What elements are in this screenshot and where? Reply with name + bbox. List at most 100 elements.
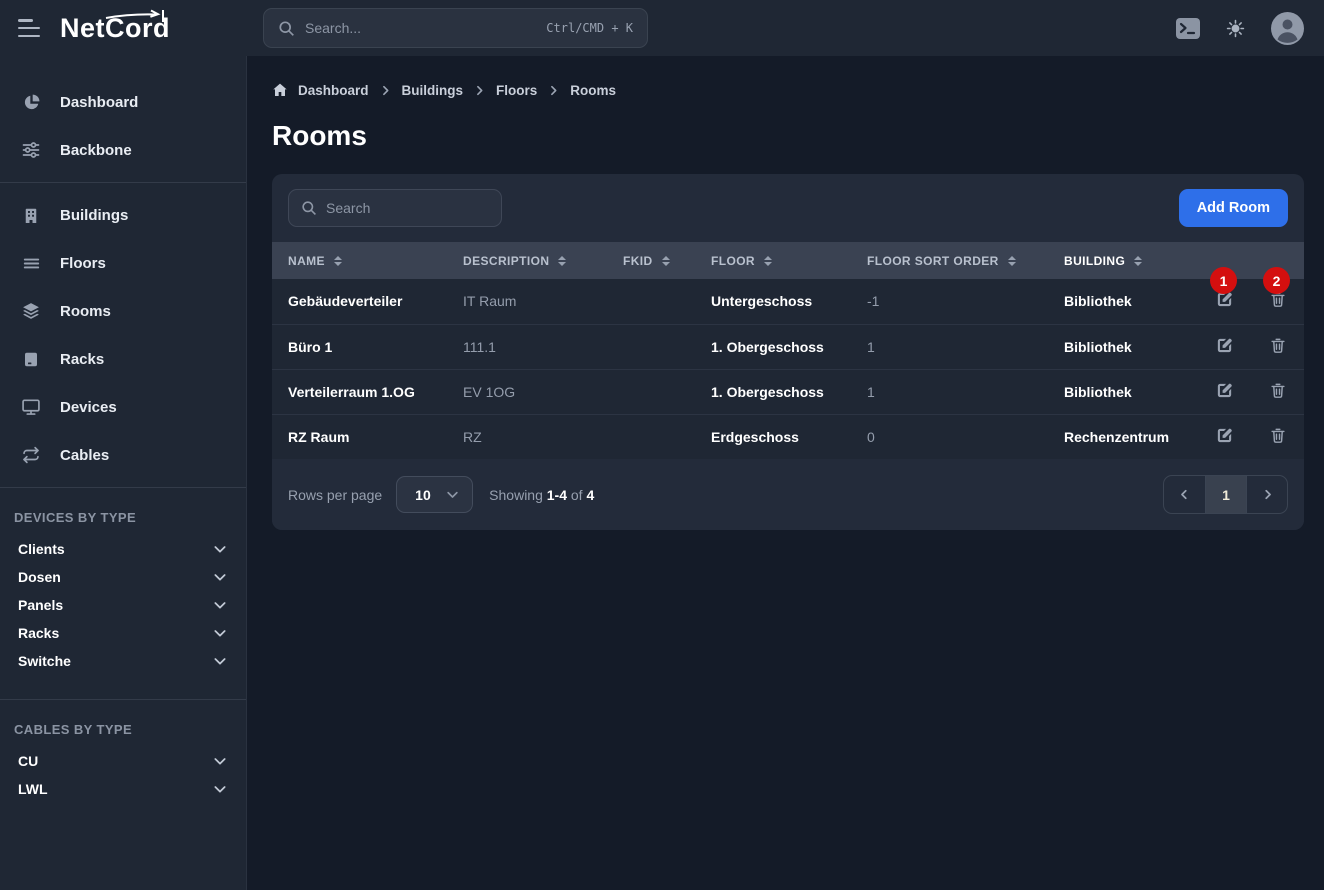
chevron-right-icon bbox=[547, 84, 560, 97]
edit-icon[interactable] bbox=[1215, 426, 1234, 445]
cell-fkid bbox=[607, 323, 695, 369]
group-label: CU bbox=[18, 753, 39, 769]
layers-icon bbox=[20, 301, 42, 321]
chevron-down-icon bbox=[212, 653, 228, 669]
cell-floor-sort-order: 1 bbox=[851, 368, 1048, 414]
edit-icon[interactable] bbox=[1215, 290, 1234, 309]
sidebar-group-racks[interactable]: Racks bbox=[0, 619, 246, 647]
sidebar-group-panels[interactable]: Panels bbox=[0, 591, 246, 619]
sidebar-item-label: Dashboard bbox=[60, 93, 139, 111]
search-shortcut-hint: Ctrl/CMD + K bbox=[546, 21, 633, 35]
rows-per-page-select[interactable]: 10 bbox=[396, 476, 474, 513]
global-search-input[interactable] bbox=[305, 20, 547, 36]
global-search[interactable]: Ctrl/CMD + K bbox=[263, 8, 648, 48]
previous-page-button[interactable] bbox=[1164, 476, 1205, 513]
rooms-card: Add Room NAME DESCRIPTION FKID FLOOR FLO… bbox=[272, 174, 1304, 530]
chevron-down-icon bbox=[445, 487, 460, 502]
column-header-floor-sort-order[interactable]: FLOOR SORT ORDER bbox=[851, 242, 1048, 279]
annotation-badge-1: 1 bbox=[1210, 267, 1237, 294]
cell-building: Bibliothek bbox=[1048, 323, 1198, 369]
exchange-arrows-icon bbox=[20, 446, 42, 464]
sidebar-group-lwl[interactable]: LWL bbox=[0, 775, 246, 803]
cell-fkid bbox=[607, 368, 695, 414]
sidebar-item-backbone[interactable]: Backbone bbox=[0, 126, 246, 174]
cell-floor-sort-order: 1 bbox=[851, 323, 1048, 369]
chevron-down-icon bbox=[212, 781, 228, 797]
table-search[interactable] bbox=[288, 189, 502, 227]
sidebar-group-dosen[interactable]: Dosen bbox=[0, 563, 246, 591]
search-icon bbox=[279, 20, 294, 36]
sidebar-item-floors[interactable]: Floors bbox=[0, 239, 246, 287]
sidebar-item-rooms[interactable]: Rooms bbox=[0, 287, 246, 335]
theme-toggle-sun-icon[interactable] bbox=[1226, 19, 1245, 38]
cell-description: RZ bbox=[447, 413, 607, 459]
column-header-fkid[interactable]: FKID bbox=[607, 242, 695, 279]
table-search-input[interactable] bbox=[326, 200, 489, 216]
chevron-down-icon bbox=[212, 597, 228, 613]
sliders-icon bbox=[20, 140, 42, 160]
terminal-icon[interactable] bbox=[1176, 17, 1200, 39]
sidebar-item-label: Cables bbox=[60, 446, 110, 464]
table-row: Gebäudeverteiler IT Raum Untergeschoss -… bbox=[272, 279, 1304, 324]
breadcrumb-rooms[interactable]: Rooms bbox=[570, 82, 617, 98]
breadcrumb-floors[interactable]: Floors bbox=[496, 82, 538, 98]
delete-icon[interactable] bbox=[1269, 381, 1287, 400]
cell-building: Bibliothek bbox=[1048, 279, 1198, 324]
sidebar-item-dashboard[interactable]: Dashboard bbox=[0, 78, 246, 126]
table-row: RZ Raum RZ Erdgeschoss 0 Rechenzentrum bbox=[272, 413, 1304, 459]
table-row: Verteilerraum 1.OG EV 1OG 1. Obergeschos… bbox=[272, 368, 1304, 414]
breadcrumb-dashboard[interactable]: Dashboard bbox=[298, 82, 369, 98]
cell-building: Rechenzentrum bbox=[1048, 413, 1198, 459]
cell-description: IT Raum bbox=[447, 279, 607, 324]
app-logo[interactable]: NetCord bbox=[60, 9, 170, 44]
showing-range: 1-4 bbox=[546, 486, 567, 503]
column-header-description[interactable]: DESCRIPTION bbox=[447, 242, 607, 279]
cell-floor-sort-order: -1 bbox=[851, 279, 1048, 324]
menu-toggle-icon[interactable] bbox=[18, 19, 42, 37]
cell-name: RZ Raum bbox=[272, 413, 447, 459]
sidebar-item-buildings[interactable]: Buildings bbox=[0, 191, 246, 239]
showing-total: 4 bbox=[586, 486, 595, 503]
add-room-button[interactable]: Add Room bbox=[1178, 189, 1288, 227]
annotation-badge-2: 2 bbox=[1263, 267, 1290, 294]
cell-building: Bibliothek bbox=[1048, 368, 1198, 414]
breadcrumb-buildings[interactable]: Buildings bbox=[401, 82, 464, 98]
group-label: Panels bbox=[18, 597, 64, 613]
delete-icon[interactable] bbox=[1269, 426, 1287, 445]
sidebar-item-label: Buildings bbox=[60, 206, 129, 224]
lines-icon bbox=[20, 254, 42, 273]
topbar: NetCord Ctrl/CMD + K bbox=[0, 0, 1324, 56]
cell-fkid bbox=[607, 413, 695, 459]
sort-icon bbox=[764, 255, 772, 266]
rows-per-page-label: Rows per page bbox=[288, 486, 383, 503]
table-header-row: NAME DESCRIPTION FKID FLOOR FLOOR SORT O… bbox=[272, 242, 1304, 279]
sidebar-group-clients[interactable]: Clients bbox=[0, 535, 246, 563]
chevron-down-icon bbox=[212, 541, 228, 557]
sidebar-group-switche[interactable]: Switche bbox=[0, 647, 246, 675]
edit-icon[interactable] bbox=[1215, 336, 1234, 355]
cell-name: Verteilerraum 1.OG bbox=[272, 368, 447, 414]
sidebar-item-racks[interactable]: Racks bbox=[0, 335, 246, 383]
rows-per-page-value: 10 bbox=[415, 486, 431, 503]
chevron-down-icon bbox=[212, 753, 228, 769]
delete-icon[interactable] bbox=[1269, 336, 1287, 355]
chevron-down-icon bbox=[212, 625, 228, 641]
group-label: Racks bbox=[18, 625, 60, 641]
edit-icon[interactable] bbox=[1215, 381, 1234, 400]
sidebar-divider bbox=[0, 487, 246, 488]
column-header-building[interactable]: BUILDING bbox=[1048, 242, 1198, 279]
group-label: Switche bbox=[18, 653, 71, 669]
user-avatar[interactable] bbox=[1271, 11, 1304, 45]
sort-icon bbox=[558, 255, 567, 266]
sidebar-item-devices[interactable]: Devices bbox=[0, 383, 246, 431]
table-footer: Rows per page 10 Showing 1-4 of 4 1 bbox=[272, 459, 1304, 530]
sidebar-group-cu[interactable]: CU bbox=[0, 747, 246, 775]
cell-floor: Untergeschoss bbox=[695, 279, 851, 324]
sidebar-item-cables[interactable]: Cables bbox=[0, 431, 246, 479]
page-number-button[interactable]: 1 bbox=[1205, 476, 1246, 513]
next-page-button[interactable] bbox=[1246, 476, 1287, 513]
home-icon[interactable] bbox=[272, 82, 288, 98]
app-logo-text: NetCord bbox=[60, 12, 170, 43]
column-header-floor[interactable]: FLOOR bbox=[695, 242, 851, 279]
column-header-name[interactable]: NAME bbox=[272, 242, 447, 279]
